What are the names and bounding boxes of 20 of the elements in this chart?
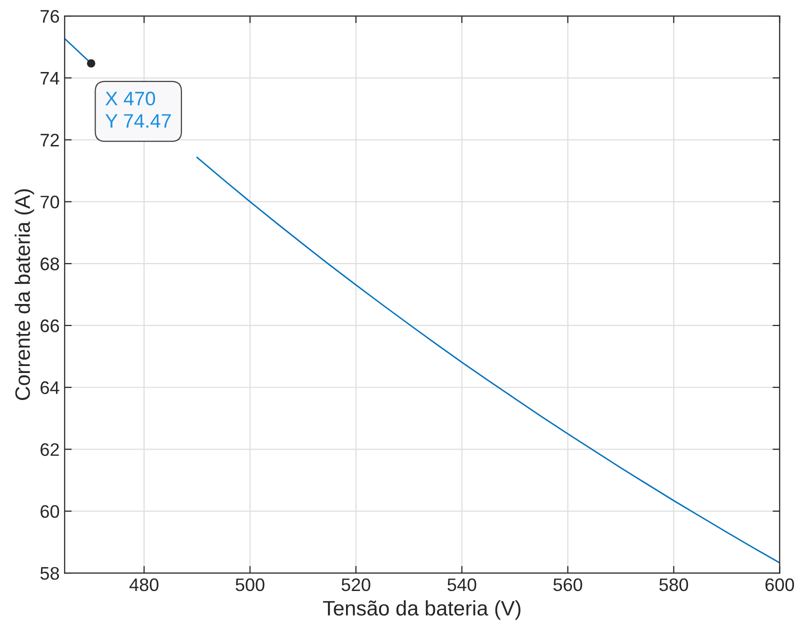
- x-tick-label: 600: [766, 578, 794, 592]
- y-tick-label: 68: [40, 258, 59, 270]
- x-tick-label: 560: [553, 578, 582, 592]
- x-tick-label: 520: [342, 578, 370, 592]
- y-tick-label: 70: [40, 196, 60, 208]
- y-tick-label: 62: [40, 443, 59, 456]
- y-tick-label: 66: [40, 319, 59, 332]
- y-tick-label: 60: [40, 505, 60, 518]
- x-tick-label: 480: [129, 578, 158, 592]
- y-axis-title: Corrente da bateria (A): [14, 189, 34, 400]
- x-axis-title: Tensão da bateria (V): [323, 600, 520, 620]
- y-tick-label: 72: [40, 134, 59, 146]
- y-tick-label: 58: [40, 566, 59, 580]
- y-tick-label: 76: [40, 10, 59, 23]
- x-tick-label: 500: [236, 578, 264, 592]
- y-tick-label: 74: [40, 72, 60, 84]
- x-tick-label: 540: [448, 578, 476, 592]
- x-tick-label: 580: [659, 578, 688, 592]
- annotation: X 470 Y 74.47: [105, 92, 171, 128]
- y-tick-label: 64: [40, 381, 60, 394]
